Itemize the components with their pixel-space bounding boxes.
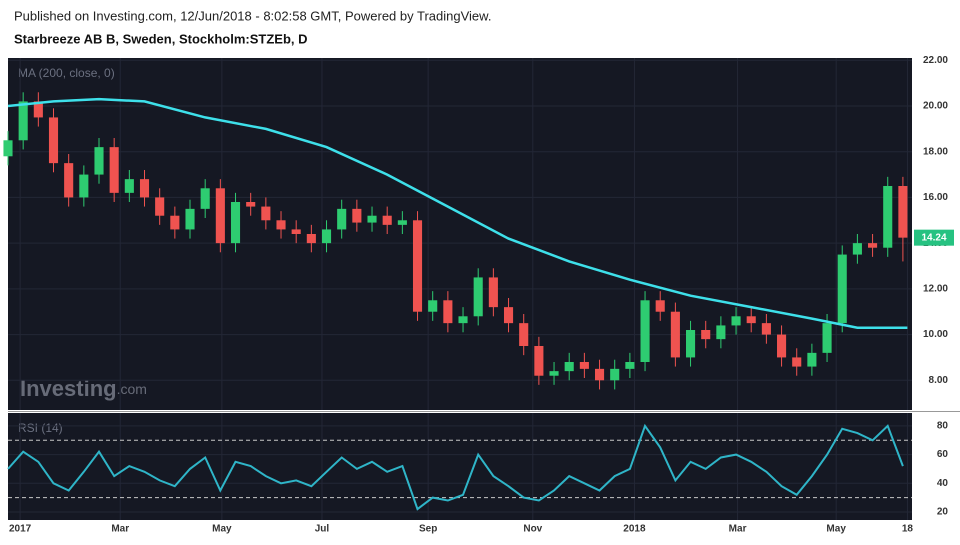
candle-body xyxy=(549,371,559,376)
candle-body xyxy=(640,300,650,362)
x-tick-label: 2017 xyxy=(9,524,32,535)
candle-body xyxy=(837,254,847,324)
candle-body xyxy=(503,307,514,324)
candle-body xyxy=(33,101,43,118)
published-note: Published on Investing.com, 12/Jun/2018 … xyxy=(14,8,491,23)
x-tick-label: May xyxy=(212,524,232,535)
candle-body xyxy=(215,188,225,244)
candle-body xyxy=(686,330,696,358)
candle-body xyxy=(625,362,635,369)
y-tick-label: 12.00 xyxy=(923,283,948,294)
candle-body xyxy=(79,174,89,198)
watermark-suffix: .com xyxy=(117,381,147,397)
candle-body xyxy=(746,316,756,324)
candle-body xyxy=(822,323,832,353)
x-tick-label: Jul xyxy=(315,524,330,535)
candle-body xyxy=(48,117,59,164)
candle-body xyxy=(898,186,908,238)
y-tick-label: 20.00 xyxy=(923,101,948,112)
candle-body xyxy=(458,316,468,324)
candle-body xyxy=(534,346,544,376)
candle-body xyxy=(321,229,332,244)
candle-body xyxy=(124,179,134,193)
candle-body xyxy=(488,277,498,308)
candle-body xyxy=(185,208,195,230)
candle-body xyxy=(868,243,878,248)
candle-body xyxy=(276,220,286,230)
x-tick-label: Mar xyxy=(729,524,747,535)
candle-body xyxy=(731,316,741,326)
last-price-label: 14.24 xyxy=(921,232,946,243)
rsi-legend: RSI (14) xyxy=(18,421,63,435)
candle-body xyxy=(792,357,802,367)
candle-body xyxy=(246,202,256,207)
y-tick-label: 10.00 xyxy=(923,329,948,340)
candle-body xyxy=(291,229,301,234)
watermark-brand: Investing xyxy=(20,376,117,401)
y-tick-label: 40 xyxy=(937,478,949,489)
y-tick-label: 18.00 xyxy=(923,146,948,157)
x-tick-label: May xyxy=(826,524,846,535)
y-tick-label: 16.00 xyxy=(923,192,948,203)
ma-line xyxy=(7,97,908,329)
candle-body xyxy=(3,140,13,157)
y-tick-label: 20 xyxy=(937,507,949,518)
candle-body xyxy=(761,323,771,335)
candle-body xyxy=(852,243,862,255)
y-tick-label: 80 xyxy=(937,421,949,432)
candle-body xyxy=(337,208,347,230)
candle-body xyxy=(230,202,241,244)
rsi-panel xyxy=(8,413,912,520)
candle-body xyxy=(443,300,453,324)
candle-body xyxy=(306,234,316,244)
candle-body xyxy=(655,300,665,312)
candle-body xyxy=(412,220,423,312)
x-tick-label: Sep xyxy=(419,524,437,535)
candle-body xyxy=(94,147,104,175)
last-price-box xyxy=(914,229,954,246)
candle-body xyxy=(670,311,680,358)
rsi-line xyxy=(7,423,904,511)
candle-body xyxy=(564,362,574,372)
y-tick-label: 8.00 xyxy=(929,375,949,386)
candle-body xyxy=(807,352,817,367)
candle-body xyxy=(155,197,165,216)
candle-body xyxy=(519,323,529,346)
candle-body xyxy=(883,186,893,248)
candle-body xyxy=(18,101,28,141)
candle-body xyxy=(382,215,392,225)
x-tick-label: 18 xyxy=(902,524,914,535)
chart-title: Starbreeze AB B, Sweden, Stockholm:STZEb… xyxy=(14,31,308,46)
candle-body xyxy=(579,362,589,369)
y-tick-label: 60 xyxy=(937,449,949,460)
candle-body xyxy=(64,163,74,198)
candle-body xyxy=(170,215,180,230)
candle-body xyxy=(139,179,150,198)
candle-body xyxy=(397,220,407,225)
x-tick-label: Mar xyxy=(111,524,129,535)
price-panel xyxy=(8,58,912,410)
candle-body xyxy=(428,300,438,312)
y-tick-label: 22.00 xyxy=(923,55,948,66)
candle-body xyxy=(777,334,787,358)
candle-body xyxy=(367,215,377,223)
candle-body xyxy=(716,325,726,340)
candle-body xyxy=(109,147,119,193)
candle-body xyxy=(261,206,271,221)
ma-legend: MA (200, close, 0) xyxy=(18,66,115,80)
x-tick-label: Nov xyxy=(523,524,542,535)
candle-body xyxy=(594,368,605,381)
candle-body xyxy=(610,368,620,381)
candle-body xyxy=(352,208,362,223)
x-tick-label: 2018 xyxy=(623,524,646,535)
candle-body xyxy=(701,330,711,340)
candle-body xyxy=(473,277,483,317)
candle-body xyxy=(200,188,210,209)
